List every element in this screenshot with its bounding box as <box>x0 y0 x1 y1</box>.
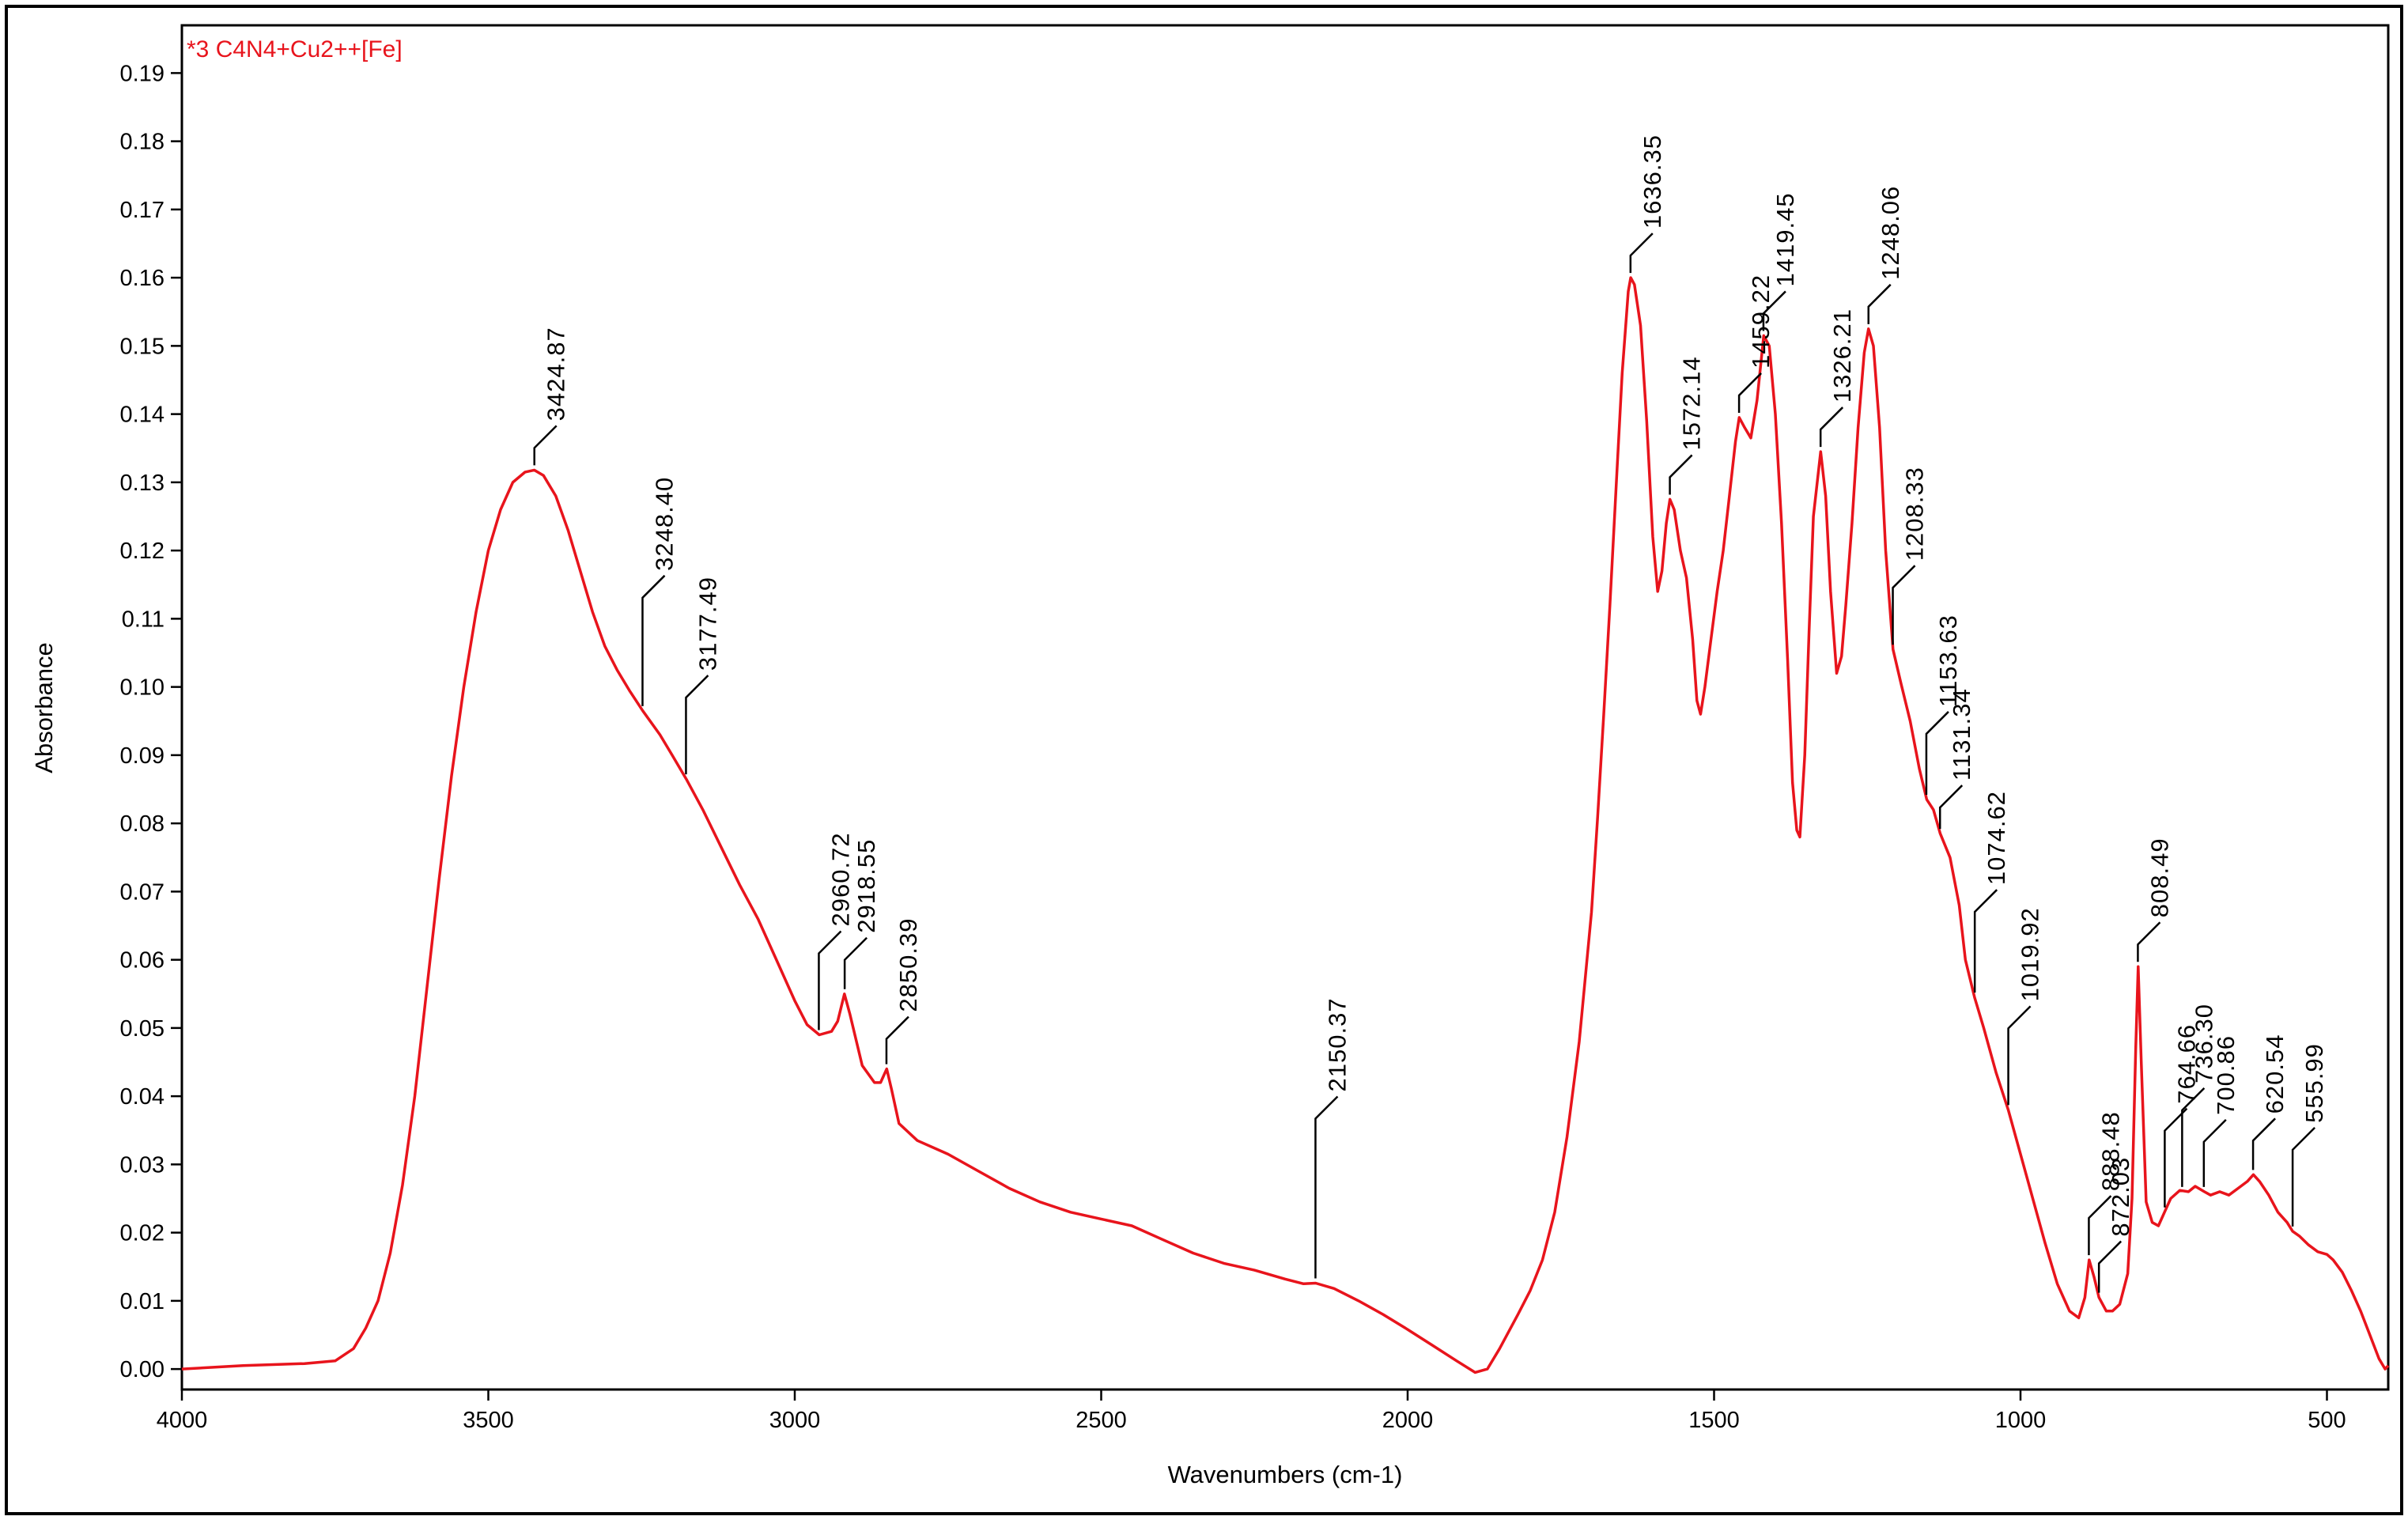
peak-label: 620.54 <box>2261 1034 2289 1114</box>
peak-leader-line <box>2088 1195 2112 1256</box>
plot-area-frame <box>180 24 2390 1391</box>
peak-label: 2918.55 <box>852 839 880 933</box>
peak-leader-line <box>2202 1118 2227 1187</box>
y-tick-label: 0.02 <box>120 1221 164 1246</box>
peak-leader-line <box>843 936 868 989</box>
y-tick-label: 0.14 <box>120 403 164 428</box>
x-tick-label: 3000 <box>769 1408 821 1433</box>
peak-leader-line <box>1737 372 1762 413</box>
peak-label: 3424.87 <box>542 327 570 421</box>
y-tick-label: 0.01 <box>120 1289 164 1314</box>
y-tick-label: 0.05 <box>120 1016 164 1042</box>
y-tick-label: 0.06 <box>120 948 164 974</box>
x-tick-label: 500 <box>2308 1408 2346 1433</box>
peak-leader-line <box>1762 290 1786 331</box>
peak-label: 872.03 <box>2107 1157 2134 1237</box>
peak-label: 888.48 <box>2096 1111 2124 1191</box>
peak-label: 736.30 <box>2190 1004 2217 1083</box>
peak-leader-line <box>685 675 709 775</box>
y-tick-label: 0.00 <box>120 1357 164 1382</box>
peak-label: 3248.40 <box>650 477 678 571</box>
y-axis-label: Absorbance <box>30 642 58 773</box>
y-tick-label: 0.16 <box>120 266 164 291</box>
peak-label: 1074.62 <box>1983 791 2010 885</box>
y-tick-label: 0.09 <box>120 743 164 769</box>
x-tick-label: 1000 <box>1995 1408 2047 1433</box>
x-axis-label: Wavenumbers (cm-1) <box>1168 1461 1403 1488</box>
series-label: *3 C4N4+Cu2++[Fe] <box>187 36 403 62</box>
peak-leader-line <box>2097 1240 2123 1293</box>
peak-label: 3177.49 <box>694 577 721 671</box>
peak-leader-line <box>533 425 558 466</box>
y-tick-label: 0.04 <box>120 1084 164 1110</box>
peak-label: 1248.06 <box>1877 186 1904 280</box>
peak-label: 1208.33 <box>1901 467 1929 561</box>
peak-leader-line <box>818 930 842 1030</box>
x-tick-label: 2000 <box>1382 1408 1434 1433</box>
peak-leader-line <box>2137 921 2161 962</box>
peak-label: 1459.22 <box>1747 274 1775 369</box>
peak-leader-line <box>2251 1117 2276 1170</box>
x-tick-label: 1500 <box>1688 1408 1740 1433</box>
x-axis-ticks: 4000 3500 3000 2500 2000 1500 1000 500 <box>157 1390 2346 1433</box>
peak-label: 1326.21 <box>1828 308 1856 403</box>
peak-label: 1019.92 <box>2017 907 2044 1001</box>
y-tick-label: 0.19 <box>120 61 164 86</box>
peak-leader-line <box>1629 233 1654 274</box>
peak-leader-line <box>1867 283 1892 324</box>
y-tick-label: 0.18 <box>120 130 164 155</box>
y-tick-label: 0.07 <box>120 879 164 905</box>
peak-label: 1572.14 <box>1678 356 1706 450</box>
y-tick-label: 0.10 <box>120 675 164 701</box>
peak-leader-line <box>2007 1005 2032 1106</box>
x-tick-label: 4000 <box>157 1408 208 1433</box>
y-tick-label: 0.12 <box>120 539 164 564</box>
peak-label: 1153.63 <box>1934 614 1962 707</box>
peak-leader-line <box>1819 406 1844 448</box>
peak-leader-line <box>885 1015 909 1064</box>
y-tick-label: 0.08 <box>120 811 164 837</box>
peak-leader-line <box>1314 1095 1339 1279</box>
peak-label: 700.86 <box>2212 1035 2240 1115</box>
peak-leader-line <box>1925 711 1949 795</box>
peak-leader-line <box>2291 1127 2315 1227</box>
peak-label: 764.66 <box>2172 1024 2200 1104</box>
peak-leader-line <box>1973 889 1998 993</box>
y-tick-label: 0.13 <box>120 471 164 496</box>
peak-label: 1419.45 <box>1771 192 1799 286</box>
peak-leader-line <box>2164 1107 2188 1208</box>
outer-frame <box>5 5 2403 1515</box>
peak-label: 555.99 <box>2300 1043 2328 1123</box>
peak-leader-line <box>1892 565 1916 645</box>
peak-leader-line <box>2181 1087 2206 1187</box>
y-tick-label: 0.11 <box>122 607 164 632</box>
y-tick-label: 0.15 <box>120 334 164 359</box>
peak-label: 808.49 <box>2145 838 2173 917</box>
x-tick-label: 3500 <box>463 1408 514 1433</box>
peak-label: 2850.39 <box>894 918 922 1012</box>
x-tick-label: 2500 <box>1075 1408 1127 1433</box>
peak-label: 2960.72 <box>826 832 854 926</box>
peak-label: 1636.35 <box>1639 134 1666 229</box>
y-tick-label: 0.17 <box>120 198 164 223</box>
y-axis-ticks: 0.00 0.01 0.02 0.03 0.04 0.05 0.06 0.07 0.08 0.09… <box>120 61 182 1382</box>
series-line <box>181 276 2390 1374</box>
y-tick-label: 0.03 <box>120 1152 164 1178</box>
peak-leader-line <box>641 574 666 706</box>
peak-leader-line <box>1669 454 1693 495</box>
peak-label: 1131.34 <box>1948 688 1975 781</box>
peak-label: 2150.37 <box>1323 997 1351 1091</box>
peak-leader-line <box>1938 785 1964 830</box>
